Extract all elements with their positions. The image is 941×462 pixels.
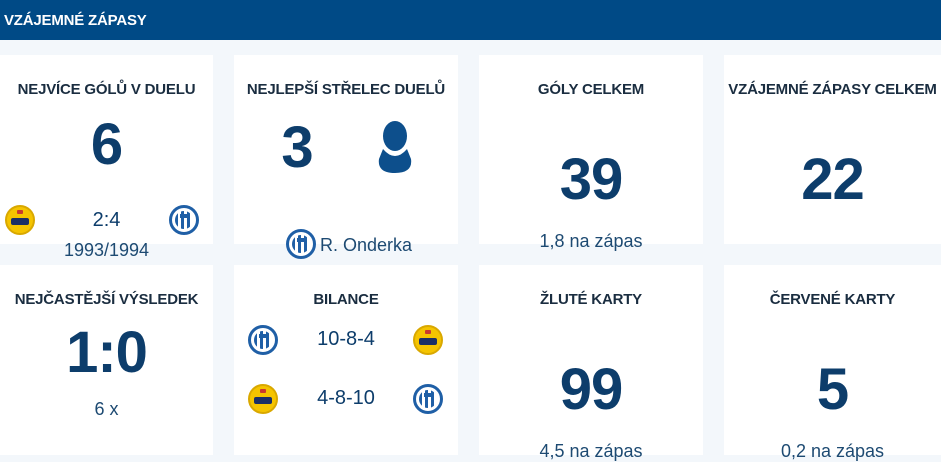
player-silhouette-icon (378, 121, 412, 173)
stat-value: 6 (90, 112, 123, 177)
card-most-goals: NEJVÍCE GÓLŮ V DUELU 6 2:4 1993/1994 (0, 55, 213, 260)
card-red-cards: ČERVENÉ KARTY 5 0,2 na zápas (724, 265, 941, 461)
yellow-club-logo-icon[interactable] (248, 384, 278, 414)
card-title: ČERVENÉ KARTY (769, 291, 896, 308)
card-title: NEJČASTĚJŠÍ VÝSLEDEK (14, 291, 199, 308)
card-matches-total: VZÁJEMNÉ ZÁPASY CELKEM 22 (724, 55, 941, 244)
blue-striped-club-logo-icon[interactable] (286, 229, 316, 259)
stat-value: 39 (559, 147, 624, 212)
yellow-club-logo-icon[interactable] (5, 205, 35, 235)
scorer-name[interactable]: R. Onderka (320, 235, 413, 255)
match-score: 2:4 (92, 209, 121, 231)
balance-record: 10-8-4 (317, 328, 375, 350)
card-yellow-cards: ŽLUTÉ KARTY 99 4,5 na zápas (479, 265, 703, 461)
per-match-text: 1,8 na zápas (539, 231, 643, 251)
card-balance: BILANCE 10-8-4 4-8-10 (234, 265, 458, 455)
card-title: NEJVÍCE GÓLŮ V DUELU (17, 81, 196, 98)
card-title: VZÁJEMNÉ ZÁPASY CELKEM (728, 81, 937, 98)
card-title: GÓLY CELKEM (537, 81, 645, 98)
yellow-club-logo-icon[interactable] (413, 325, 443, 355)
per-match-text: 4,5 na zápas (539, 441, 643, 461)
match-season: 1993/1994 (63, 240, 150, 260)
balance-record: 4-8-10 (317, 387, 375, 409)
per-match-text: 0,2 na zápas (780, 441, 885, 461)
card-common-result: NEJČASTĚJŠÍ VÝSLEDEK 1:0 6 x (0, 265, 213, 455)
card-title: NEJLEPŠÍ STŘELEC DUELŮ (246, 81, 446, 98)
stat-value: 3 (281, 115, 313, 180)
blue-striped-club-logo-icon[interactable] (413, 384, 443, 414)
card-title: ŽLUTÉ KARTY (540, 291, 642, 308)
stat-value: 99 (559, 357, 624, 422)
stats-grid: NEJVÍCE GÓLŮ V DUELU 6 2:4 1993/1994 NEJ… (0, 40, 941, 461)
blue-striped-club-logo-icon[interactable] (169, 205, 199, 235)
result-count: 6 x (94, 399, 119, 419)
card-title: BILANCE (313, 291, 379, 308)
card-goals-total: GÓLY CELKEM 39 1,8 na zápas (479, 55, 703, 251)
stat-value: 1:0 (66, 320, 148, 385)
blue-striped-club-logo-icon[interactable] (248, 325, 278, 355)
section-title: VZÁJEMNÉ ZÁPASY (4, 11, 147, 29)
section-header: VZÁJEMNÉ ZÁPASY (0, 0, 941, 40)
stat-value: 5 (816, 357, 849, 422)
card-top-scorer: NEJLEPŠÍ STŘELEC DUELŮ 3 R. Onderka (234, 55, 458, 259)
stat-value: 22 (801, 147, 865, 212)
